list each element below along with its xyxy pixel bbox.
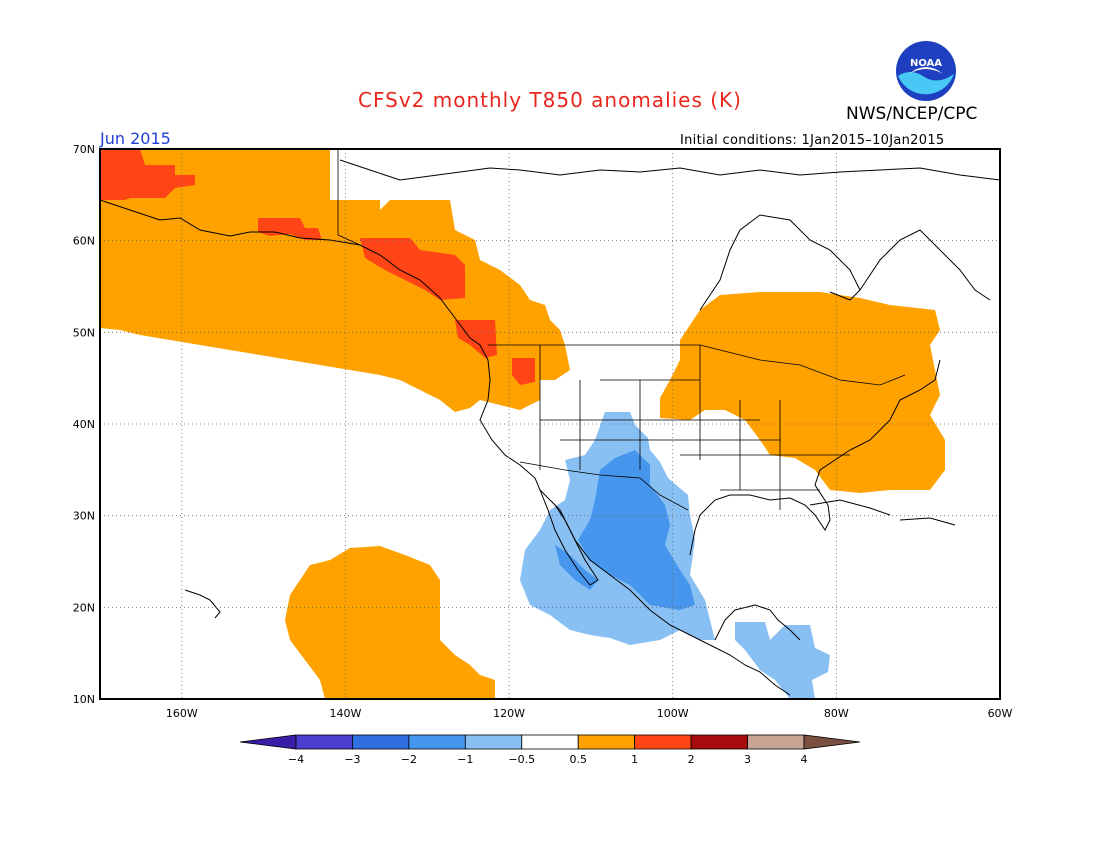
border-alaska-canada bbox=[337, 149, 361, 246]
coastline-arctic bbox=[339, 159, 1000, 181]
colorbar-label: −2 bbox=[401, 753, 417, 766]
colorbar-label: −1 bbox=[457, 753, 473, 766]
colorbar-label: −0.5 bbox=[508, 753, 535, 766]
colorbar-box bbox=[408, 734, 466, 750]
colorbar-label: 3 bbox=[744, 753, 751, 766]
latitude-labels: 70N 60N 50N 40N 30N 20N 10N bbox=[73, 143, 95, 706]
hot-region-akpeninsula bbox=[258, 218, 322, 240]
colorbar-box bbox=[577, 734, 636, 750]
colorbar-box bbox=[295, 734, 353, 750]
initial-conditions: Initial conditions: 1Jan2015–10Jan2015 bbox=[680, 133, 945, 148]
colorbar-label: 1 bbox=[631, 753, 638, 766]
anomaly-fields bbox=[100, 149, 945, 699]
colorbar-box bbox=[521, 734, 579, 750]
colorbar-arrow-high bbox=[803, 734, 861, 750]
coastlines bbox=[100, 159, 1000, 696]
noaa-logo: NOAA bbox=[895, 40, 957, 102]
coastline-gulf bbox=[689, 359, 941, 556]
chart-title-text: CFSv2 monthly T850 anomalies (K) bbox=[358, 88, 742, 112]
colorbar-label: −4 bbox=[288, 753, 304, 766]
lon-label: 60W bbox=[988, 707, 1013, 720]
lon-label: 100W bbox=[657, 707, 689, 720]
lat-label: 50N bbox=[73, 326, 95, 339]
chart-title: CFSv2 monthly T850 anomalies (K) bbox=[0, 88, 1100, 112]
valid-month: Jun 2015 bbox=[100, 129, 171, 148]
lat-label: 30N bbox=[73, 510, 95, 523]
coastline-cuba bbox=[809, 499, 891, 516]
coastline-labrador bbox=[859, 229, 991, 301]
hot-region-bc bbox=[455, 320, 497, 358]
colorbar bbox=[239, 734, 861, 750]
lat-label: 70N bbox=[73, 143, 95, 156]
colorbar-label: −3 bbox=[344, 753, 360, 766]
colorbar-box bbox=[690, 734, 748, 750]
lat-label: 60N bbox=[73, 235, 95, 248]
coastline-hudson bbox=[699, 214, 861, 311]
colorbar-arrow-low bbox=[239, 734, 297, 750]
lon-label: 140W bbox=[330, 707, 362, 720]
colorbar-box bbox=[634, 734, 692, 750]
coastline-hawaii bbox=[184, 589, 221, 619]
coastline-yucatan bbox=[714, 604, 801, 641]
colorbar-box bbox=[352, 734, 410, 750]
lat-label: 40N bbox=[73, 418, 95, 431]
coastline-hispaniola bbox=[899, 517, 956, 526]
colorbar-labels: −4 −3 −2 −1 −0.5 0.5 1 2 3 4 bbox=[288, 753, 808, 766]
border-states-1 bbox=[539, 345, 850, 510]
logo-text: NOAA bbox=[910, 58, 942, 69]
warm-region-pacific bbox=[285, 546, 495, 699]
warm-region-alaska bbox=[100, 149, 570, 412]
colorbar-box bbox=[747, 734, 805, 750]
cool-region-central-am bbox=[735, 622, 830, 699]
lat-label: 10N bbox=[73, 693, 95, 706]
longitude-labels: 160W 140W 120W 100W 80W 60W bbox=[166, 707, 1013, 720]
hot-region-yukon bbox=[360, 238, 465, 300]
coastline-baja bbox=[539, 489, 599, 586]
border-us-mexico bbox=[519, 461, 689, 511]
cool-region-mexico-core bbox=[578, 450, 695, 610]
borders bbox=[337, 149, 906, 511]
lon-label: 120W bbox=[493, 707, 525, 720]
lon-label: 160W bbox=[166, 707, 198, 720]
colorbar-label: 4 bbox=[801, 753, 808, 766]
agency-label: NWS/NCEP/CPC bbox=[846, 104, 978, 124]
colorbar-label: 2 bbox=[688, 753, 695, 766]
coastline-north-america bbox=[100, 199, 791, 696]
map-frame bbox=[99, 148, 1001, 700]
lat-label: 20N bbox=[73, 601, 95, 614]
warm-region-east bbox=[660, 292, 945, 493]
hot-region-wa bbox=[512, 358, 535, 385]
colorbar-label: 0.5 bbox=[569, 753, 587, 766]
colorbar-box bbox=[464, 734, 523, 750]
border-us-canada bbox=[488, 344, 906, 386]
hot-region-siberia bbox=[100, 149, 195, 200]
lon-label: 80W bbox=[824, 707, 849, 720]
